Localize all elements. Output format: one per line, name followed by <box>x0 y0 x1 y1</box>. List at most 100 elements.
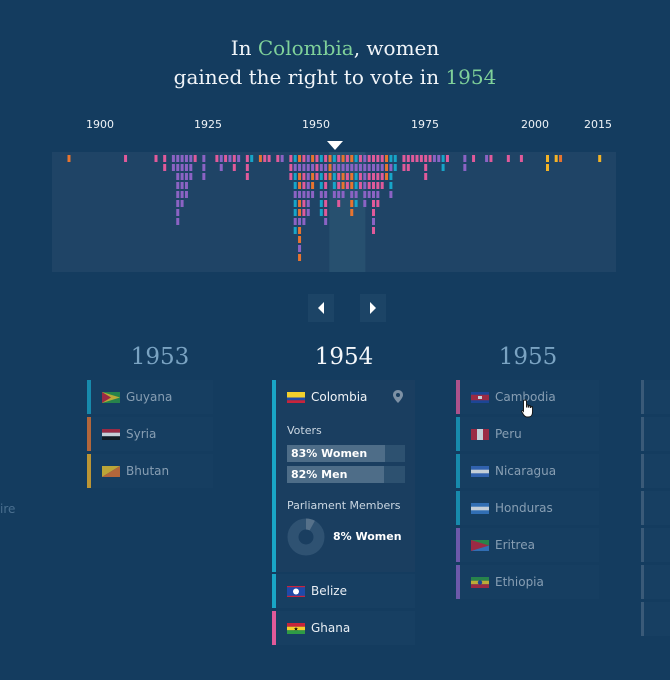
country-mark-1918-6[interactable] <box>176 200 180 207</box>
country-mark-1951-5[interactable] <box>319 191 323 198</box>
country-mark-1961-3[interactable] <box>363 173 367 180</box>
country-mark-1959-1[interactable] <box>354 155 358 162</box>
country-mark-1963-2[interactable] <box>372 164 375 171</box>
offscreen-card[interactable] <box>641 417 670 451</box>
country-mark-1918-8[interactable] <box>176 218 180 225</box>
country-mark-1989-1[interactable] <box>485 155 489 162</box>
country-mark-1945-7[interactable] <box>293 209 297 216</box>
country-mark-2005-1[interactable] <box>554 155 558 162</box>
country-mark-1952-4[interactable] <box>324 182 328 189</box>
country-mark-1956-1[interactable] <box>341 155 345 162</box>
country-mark-1971-1[interactable] <box>406 155 410 162</box>
country-mark-1965-1[interactable] <box>380 155 384 162</box>
country-card-bhutan[interactable]: Bhutan <box>87 454 213 488</box>
country-mark-1963-5[interactable] <box>372 191 375 198</box>
country-mark-1965-4[interactable] <box>380 182 384 189</box>
country-mark-1945-8[interactable] <box>293 218 297 225</box>
country-mark-1924-3[interactable] <box>202 173 206 180</box>
country-mark-1948-7[interactable] <box>306 209 310 216</box>
country-mark-1967-4[interactable] <box>389 182 393 189</box>
country-mark-1947-3[interactable] <box>302 173 306 180</box>
country-mark-1946-2[interactable] <box>298 164 302 171</box>
country-mark-1966-1[interactable] <box>385 155 389 162</box>
country-mark-1944-1[interactable] <box>289 155 293 162</box>
country-mark-1951-1[interactable] <box>319 155 323 162</box>
country-mark-1947-1[interactable] <box>302 155 306 162</box>
country-mark-1942-1[interactable] <box>280 155 284 162</box>
offscreen-card[interactable] <box>641 528 670 562</box>
country-mark-1949-3[interactable] <box>311 173 315 180</box>
country-mark-1975-1[interactable] <box>424 155 428 162</box>
country-mark-1952-3[interactable] <box>324 173 328 180</box>
country-mark-1967-2[interactable] <box>389 164 393 171</box>
country-mark-1946-9[interactable] <box>298 227 302 234</box>
country-mark-1979-2[interactable] <box>441 164 445 171</box>
country-card-ethiopia[interactable]: Ethiopia <box>456 565 599 599</box>
country-mark-1950-1[interactable] <box>315 155 319 162</box>
country-mark-1928-2[interactable] <box>219 164 223 171</box>
country-mark-1958-2[interactable] <box>350 164 354 171</box>
country-mark-1931-2[interactable] <box>232 164 236 171</box>
country-mark-1977-1[interactable] <box>432 155 436 162</box>
country-mark-1958-3[interactable] <box>350 173 354 180</box>
country-mark-1946-5[interactable] <box>298 191 302 198</box>
country-mark-1968-2[interactable] <box>393 164 397 171</box>
country-mark-1934-1[interactable] <box>245 155 249 162</box>
country-mark-1963-9[interactable] <box>372 227 375 234</box>
country-mark-1956-3[interactable] <box>341 173 345 180</box>
country-mark-1947-5[interactable] <box>302 191 306 198</box>
country-mark-1945-2[interactable] <box>293 164 297 171</box>
country-mark-1948-1[interactable] <box>306 155 310 162</box>
country-mark-1957-3[interactable] <box>345 173 349 180</box>
country-mark-1997-1[interactable] <box>519 155 523 162</box>
country-mark-1964-2[interactable] <box>376 164 380 171</box>
country-mark-1957-1[interactable] <box>345 155 349 162</box>
country-mark-1960-4[interactable] <box>358 182 362 189</box>
country-mark-1948-2[interactable] <box>306 164 310 171</box>
country-card-ghana[interactable]: Ghana <box>272 611 415 645</box>
country-mark-1956-2[interactable] <box>341 164 345 171</box>
country-mark-2003-1[interactable] <box>546 155 549 162</box>
country-mark-1945-4[interactable] <box>293 182 297 189</box>
country-mark-1921-3[interactable] <box>189 173 193 180</box>
country-mark-1946-8[interactable] <box>298 218 302 225</box>
country-mark-1966-3[interactable] <box>385 173 389 180</box>
country-mark-1956-5[interactable] <box>341 191 345 198</box>
country-mark-1946-3[interactable] <box>298 173 302 180</box>
country-mark-1949-2[interactable] <box>311 164 315 171</box>
country-mark-1918-3[interactable] <box>176 173 180 180</box>
country-mark-1948-4[interactable] <box>306 182 310 189</box>
country-mark-1954-3[interactable] <box>332 173 336 180</box>
country-mark-1961-1[interactable] <box>363 155 367 162</box>
country-mark-1953-1[interactable] <box>328 155 332 162</box>
country-mark-1965-2[interactable] <box>380 164 384 171</box>
country-mark-1961-6[interactable] <box>363 200 367 207</box>
country-mark-1958-1[interactable] <box>350 155 354 162</box>
country-mark-1963-3[interactable] <box>372 173 375 180</box>
country-mark-1919-2[interactable] <box>180 164 184 171</box>
country-mark-1937-1[interactable] <box>258 155 262 162</box>
country-card-colombia-expanded[interactable]: Colombia Voters 83% Women 82% Men Parlia… <box>272 380 415 572</box>
country-mark-1959-4[interactable] <box>354 182 358 189</box>
country-mark-1941-1[interactable] <box>276 155 280 162</box>
country-mark-1973-1[interactable] <box>415 155 419 162</box>
country-mark-1959-3[interactable] <box>354 173 358 180</box>
country-mark-1950-2[interactable] <box>315 164 319 171</box>
country-mark-1951-4[interactable] <box>319 182 323 189</box>
offscreen-card[interactable] <box>641 454 670 488</box>
country-mark-1963-8[interactable] <box>372 218 375 225</box>
country-mark-1947-6[interactable] <box>302 200 306 207</box>
prev-year-button[interactable] <box>308 294 334 322</box>
country-mark-1945-9[interactable] <box>293 227 297 234</box>
year-heading-1955[interactable]: 1955 <box>498 344 558 370</box>
country-mark-1954-2[interactable] <box>332 164 336 171</box>
country-mark-1955-1[interactable] <box>337 155 341 162</box>
country-mark-1994-1[interactable] <box>506 155 510 162</box>
country-mark-1946-11[interactable] <box>298 245 302 252</box>
country-mark-1971-2[interactable] <box>406 164 410 171</box>
country-mark-1954-5[interactable] <box>332 191 336 198</box>
country-mark-1955-3[interactable] <box>337 173 341 180</box>
country-card-nicaragua[interactable]: Nicaragua <box>456 454 599 488</box>
country-mark-1946-7[interactable] <box>298 209 302 216</box>
offscreen-card[interactable] <box>641 565 670 599</box>
